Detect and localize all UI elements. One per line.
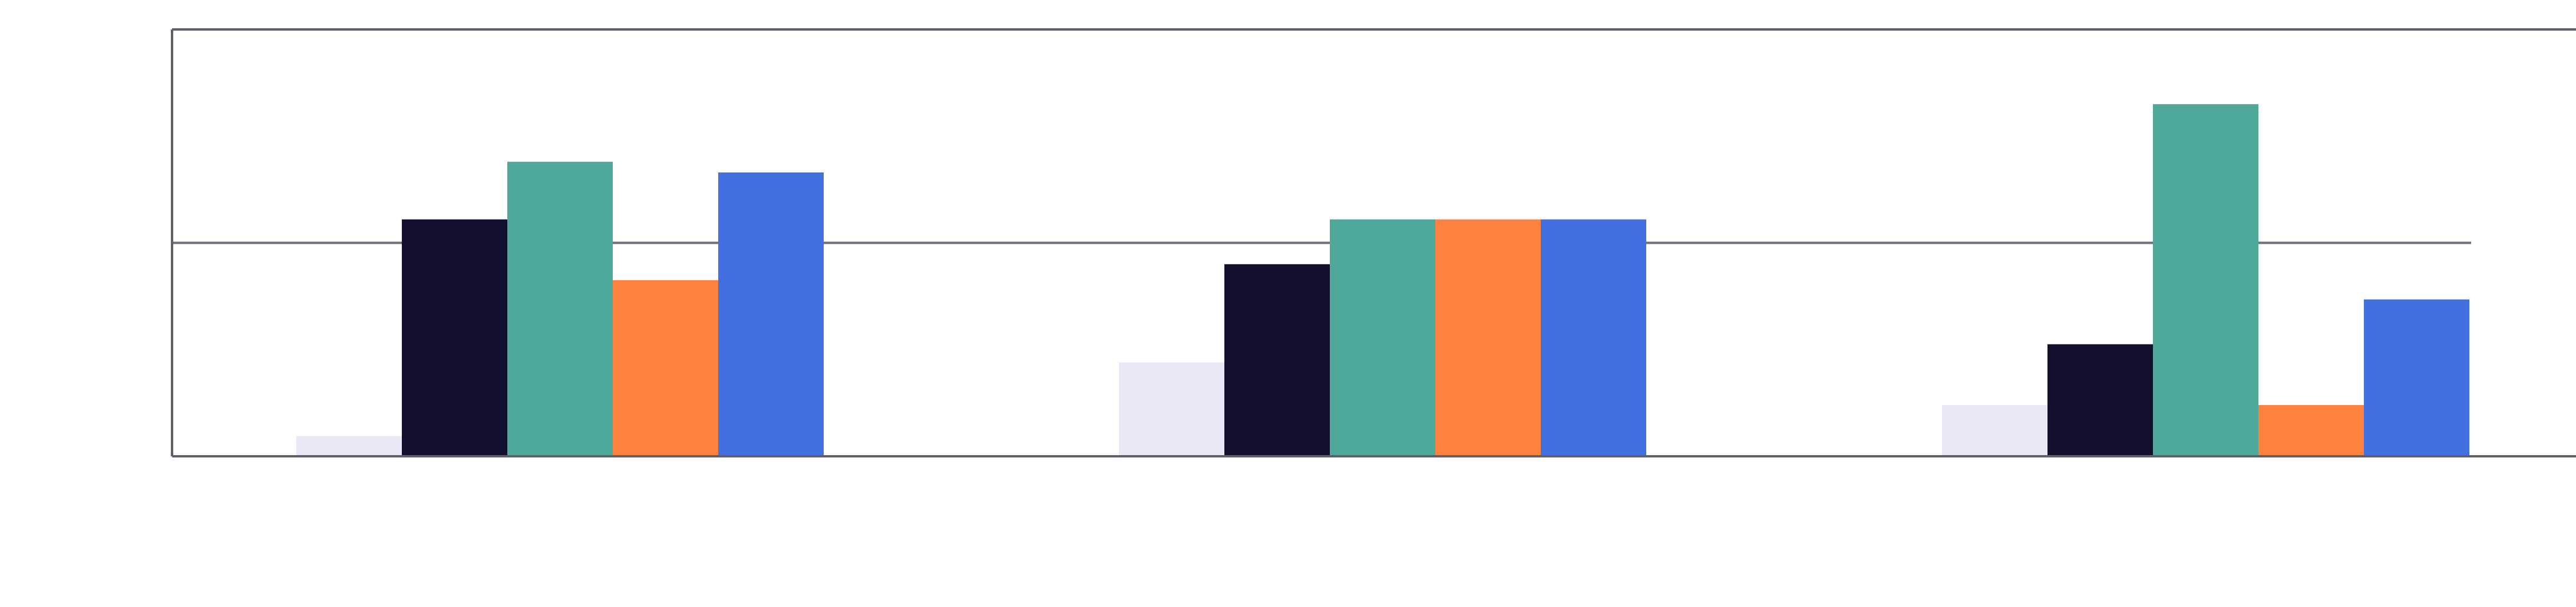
bar-series-3-group-1 <box>507 161 613 456</box>
bar-series-2-group-1 <box>402 219 507 456</box>
bar-series-5-group-3 <box>2364 299 2469 456</box>
bar-series-1-group-1 <box>296 436 402 456</box>
plot-frame <box>171 28 2576 457</box>
bar-series-2-group-3 <box>2047 344 2153 456</box>
bar-series-1-group-2 <box>1119 362 1224 456</box>
bar-series-3-group-2 <box>1330 219 1435 456</box>
bar-series-5-group-2 <box>1541 219 1646 456</box>
bar-series-5-group-1 <box>718 172 824 456</box>
bar-series-4-group-2 <box>1435 219 1541 456</box>
bar-series-4-group-1 <box>613 280 718 456</box>
bars <box>296 104 2469 456</box>
bar-series-1-group-3 <box>1942 405 2047 456</box>
bar-series-4-group-3 <box>2258 405 2364 456</box>
bar-series-3-group-3 <box>2153 104 2258 456</box>
bar-series-2-group-2 <box>1224 264 1330 456</box>
